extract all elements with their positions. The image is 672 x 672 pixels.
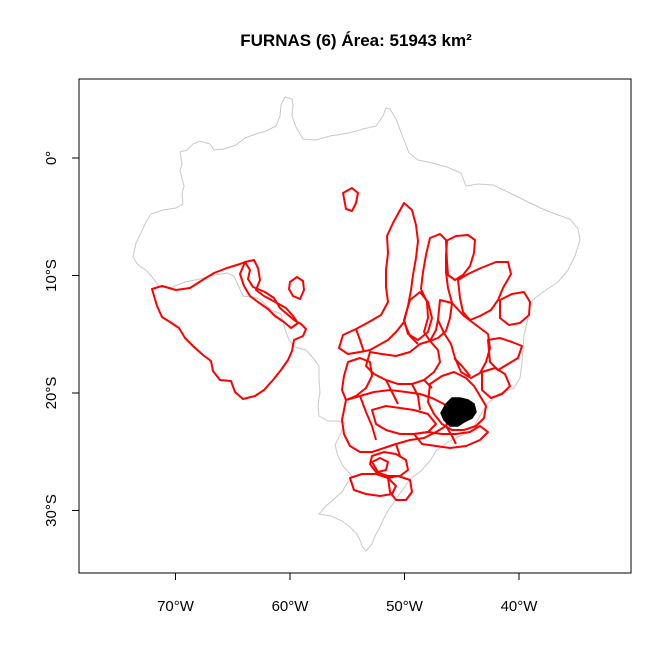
y-tick-label: 0° <box>43 151 60 165</box>
basin-outline-east-3 <box>481 367 511 399</box>
x-tick-label: 70°W <box>157 598 195 615</box>
basin-divider-4 <box>359 395 377 441</box>
basin-divider-7 <box>395 443 401 457</box>
y-tick-label: 30°S <box>43 494 60 527</box>
basin-outline-south-3 <box>387 475 413 501</box>
basin-divider-8 <box>423 379 433 389</box>
basin-divider-5 <box>453 357 471 377</box>
x-tick-label: 50°W <box>386 598 424 615</box>
map-layer <box>132 96 581 552</box>
basin-divider-3 <box>411 383 421 411</box>
basin-outline-paranapanema <box>371 405 437 435</box>
basin-outline-south-2 <box>349 473 397 497</box>
basin-outline-east-2 <box>487 337 523 371</box>
basin-divider-9 <box>355 328 365 353</box>
basin-outline-grande <box>427 371 487 431</box>
y-axis: 0° 10°S 20°S 30°S <box>43 151 80 527</box>
basin-outline-north <box>342 187 359 212</box>
x-tick-label: 40°W <box>501 598 539 615</box>
basin-outline-south-1 <box>369 451 409 477</box>
basin-outline-tocantins <box>338 202 419 355</box>
x-tick-label: 60°W <box>272 598 310 615</box>
basin-outline-south-4 <box>371 457 389 473</box>
plot-frame <box>78 78 632 574</box>
basin-outline-northeast-top <box>445 234 476 281</box>
basin-divider-2 <box>385 379 399 405</box>
basin-outline-west <box>151 261 307 400</box>
basin-divider-1 <box>403 321 419 345</box>
basin-outlines <box>151 187 531 501</box>
basin-outline-sao-francisco <box>437 299 491 379</box>
y-tick-label: 20°S <box>43 377 60 410</box>
y-tick-label: 10°S <box>43 259 60 292</box>
basin-outline-central-3 <box>341 357 373 401</box>
map-title: FURNAS (6) Área: 51943 km² <box>240 31 472 50</box>
basin-outline-northeast <box>457 261 512 321</box>
basin-outline-coast <box>413 425 489 449</box>
country-outline <box>132 96 581 552</box>
basin-divider-6 <box>445 425 457 445</box>
highlighted-area <box>440 397 477 427</box>
basin-outline-central-1 <box>365 340 441 385</box>
basin-outline-east-1 <box>499 291 531 326</box>
x-axis: 70°W 60°W 50°W 40°W <box>157 572 539 615</box>
basin-outline-small-west <box>288 276 305 300</box>
basin-outline-rondonia <box>239 259 299 329</box>
basin-outline-parana <box>341 389 451 453</box>
basin-divider-10 <box>429 319 439 342</box>
